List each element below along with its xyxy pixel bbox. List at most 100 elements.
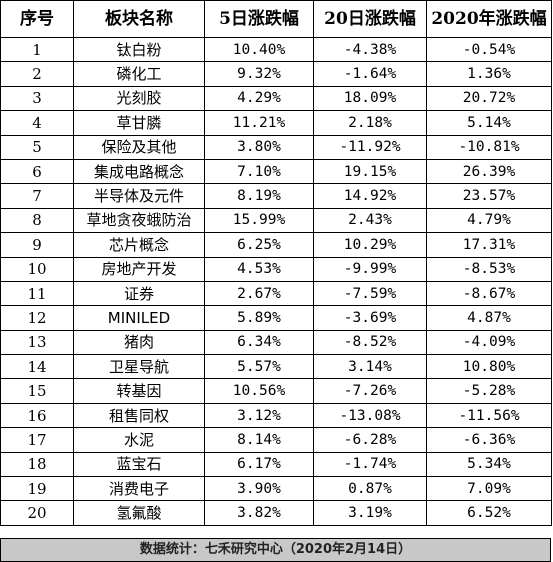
sector-name-cell: 芯片概念: [73, 232, 205, 258]
sector-name-cell: MINILED: [73, 305, 205, 331]
index-cell: 4: [0, 110, 74, 136]
sector-name-cell: 草甘膦: [73, 110, 205, 136]
table-row: 10 房地产开发 4.53% -9.99% -8.53%: [0, 256, 552, 282]
change-5day-cell: 6.34%: [204, 329, 314, 356]
index-cell: 13: [0, 329, 74, 356]
change-5day-cell: 8.14%: [204, 427, 314, 453]
change-20day-cell: -13.08%: [313, 402, 427, 429]
table-body: 1 钛白粉 10.40% -4.38% -0.54% 2 磷化工 9.32% -1.64% 1.3…: [0, 36, 552, 526]
change-20day-cell: 2.18%: [313, 110, 427, 136]
index-cell: 11: [0, 280, 74, 307]
index-cell: 18: [0, 451, 74, 478]
table-row: 5 保险及其他 3.80% -11.92% -10.81%: [0, 134, 552, 160]
change-20day-cell: -11.92%: [313, 134, 427, 160]
table-row: 13 猪肉 6.34% -8.52% -4.09%: [0, 329, 552, 356]
change-5day-cell: 5.57%: [204, 354, 314, 380]
sector-name-cell: 证券: [73, 280, 205, 307]
table-row: 1 钛白粉 10.40% -4.38% -0.54%: [0, 36, 552, 63]
sector-name-cell: 卫星导航: [73, 354, 205, 380]
sector-name-cell: 蓝宝石: [73, 451, 205, 478]
index-cell: 3: [0, 85, 74, 112]
sector-name-cell: 钛白粉: [73, 36, 205, 63]
index-cell: 8: [0, 207, 74, 234]
change-5day-cell: 6.25%: [204, 232, 314, 258]
index-cell: 1: [0, 36, 74, 63]
change-ytd-cell: 4.79%: [426, 207, 552, 234]
change-ytd-cell: 23.57%: [426, 183, 552, 209]
change-20day-cell: 3.19%: [313, 500, 427, 526]
change-20day-cell: 10.29%: [313, 232, 427, 258]
change-5day-cell: 9.32%: [204, 61, 314, 87]
change-ytd-cell: 6.52%: [426, 500, 552, 526]
change-5day-cell: 4.29%: [204, 85, 314, 112]
change-20day-cell: -1.74%: [313, 451, 427, 478]
change-ytd-cell: -0.54%: [426, 36, 552, 63]
change-5day-cell: 10.40%: [204, 36, 314, 63]
index-cell: 14: [0, 354, 74, 380]
header-index: 序号: [0, 0, 74, 38]
change-20day-cell: 2.43%: [313, 207, 427, 234]
change-20day-cell: 18.09%: [313, 85, 427, 112]
change-ytd-cell: 10.80%: [426, 354, 552, 380]
change-ytd-cell: -4.09%: [426, 329, 552, 356]
change-20day-cell: -3.69%: [313, 305, 427, 331]
change-ytd-cell: -11.56%: [426, 402, 552, 429]
change-ytd-cell: 20.72%: [426, 85, 552, 112]
change-20day-cell: -7.26%: [313, 378, 427, 404]
change-ytd-cell: 5.14%: [426, 110, 552, 136]
sector-name-cell: 光刻胶: [73, 85, 205, 112]
change-ytd-cell: 17.31%: [426, 232, 552, 258]
change-5day-cell: 10.56%: [204, 378, 314, 404]
sector-name-cell: 房地产开发: [73, 256, 205, 282]
sector-name-cell: 消费电子: [73, 476, 205, 502]
change-5day-cell: 3.80%: [204, 134, 314, 160]
table-row: 15 转基因 10.56% -7.26% -5.28%: [0, 378, 552, 404]
header-sector-name: 板块名称: [73, 0, 205, 38]
change-5day-cell: 8.19%: [204, 183, 314, 209]
change-20day-cell: -6.28%: [313, 427, 427, 453]
table-row: 16 租售同权 3.12% -13.08% -11.56%: [0, 402, 552, 429]
change-5day-cell: 11.21%: [204, 110, 314, 136]
sector-name-cell: 保险及其他: [73, 134, 205, 160]
sector-name-cell: 草地贪夜蛾防治: [73, 207, 205, 234]
index-cell: 10: [0, 256, 74, 282]
sector-name-cell: 猪肉: [73, 329, 205, 356]
table-row: 2 磷化工 9.32% -1.64% 1.36%: [0, 61, 552, 87]
table-row: 20 氢氟酸 3.82% 3.19% 6.52%: [0, 500, 552, 526]
change-20day-cell: 0.87%: [313, 476, 427, 502]
change-5day-cell: 3.12%: [204, 402, 314, 429]
change-20day-cell: -1.64%: [313, 61, 427, 87]
table-row: 14 卫星导航 5.57% 3.14% 10.80%: [0, 354, 552, 380]
table-row: 11 证券 2.67% -7.59% -8.67%: [0, 280, 552, 307]
change-ytd-cell: 1.36%: [426, 61, 552, 87]
source-footer: 数据统计：七禾研究中心（2020年2月14日）: [0, 538, 551, 562]
change-ytd-cell: -6.36%: [426, 427, 552, 453]
change-5day-cell: 6.17%: [204, 451, 314, 478]
table-row: 18 蓝宝石 6.17% -1.74% 5.34%: [0, 451, 552, 478]
change-ytd-cell: -8.53%: [426, 256, 552, 282]
header-5day-change: 5日涨跌幅: [204, 0, 314, 38]
table-header: 序号 板块名称 5日涨跌幅 20日涨跌幅 2020年涨跌幅: [0, 0, 552, 38]
change-5day-cell: 4.53%: [204, 256, 314, 282]
index-cell: 16: [0, 402, 74, 429]
sector-name-cell: 转基因: [73, 378, 205, 404]
index-cell: 19: [0, 476, 74, 502]
header-20day-change: 20日涨跌幅: [313, 0, 427, 38]
table-row: 7 半导体及元件 8.19% 14.92% 23.57%: [0, 183, 552, 209]
table-row: 4 草甘膦 11.21% 2.18% 5.14%: [0, 110, 552, 136]
table-row: 19 消费电子 3.90% 0.87% 7.09%: [0, 476, 552, 502]
change-20day-cell: 19.15%: [313, 158, 427, 185]
table-row: 17 水泥 8.14% -6.28% -6.36%: [0, 427, 552, 453]
change-5day-cell: 5.89%: [204, 305, 314, 331]
index-cell: 15: [0, 378, 74, 404]
change-20day-cell: 14.92%: [313, 183, 427, 209]
change-ytd-cell: 4.87%: [426, 305, 552, 331]
sector-performance-table: 序号 板块名称 5日涨跌幅 20日涨跌幅 2020年涨跌幅 1 钛白粉 10.40%…: [0, 0, 552, 526]
table-row: 9 芯片概念 6.25% 10.29% 17.31%: [0, 232, 552, 258]
change-ytd-cell: -8.67%: [426, 280, 552, 307]
sector-name-cell: 水泥: [73, 427, 205, 453]
table-row: 6 集成电路概念 7.10% 19.15% 26.39%: [0, 158, 552, 185]
index-cell: 5: [0, 134, 74, 160]
table-row: 8 草地贪夜蛾防治 15.99% 2.43% 4.79%: [0, 207, 552, 234]
